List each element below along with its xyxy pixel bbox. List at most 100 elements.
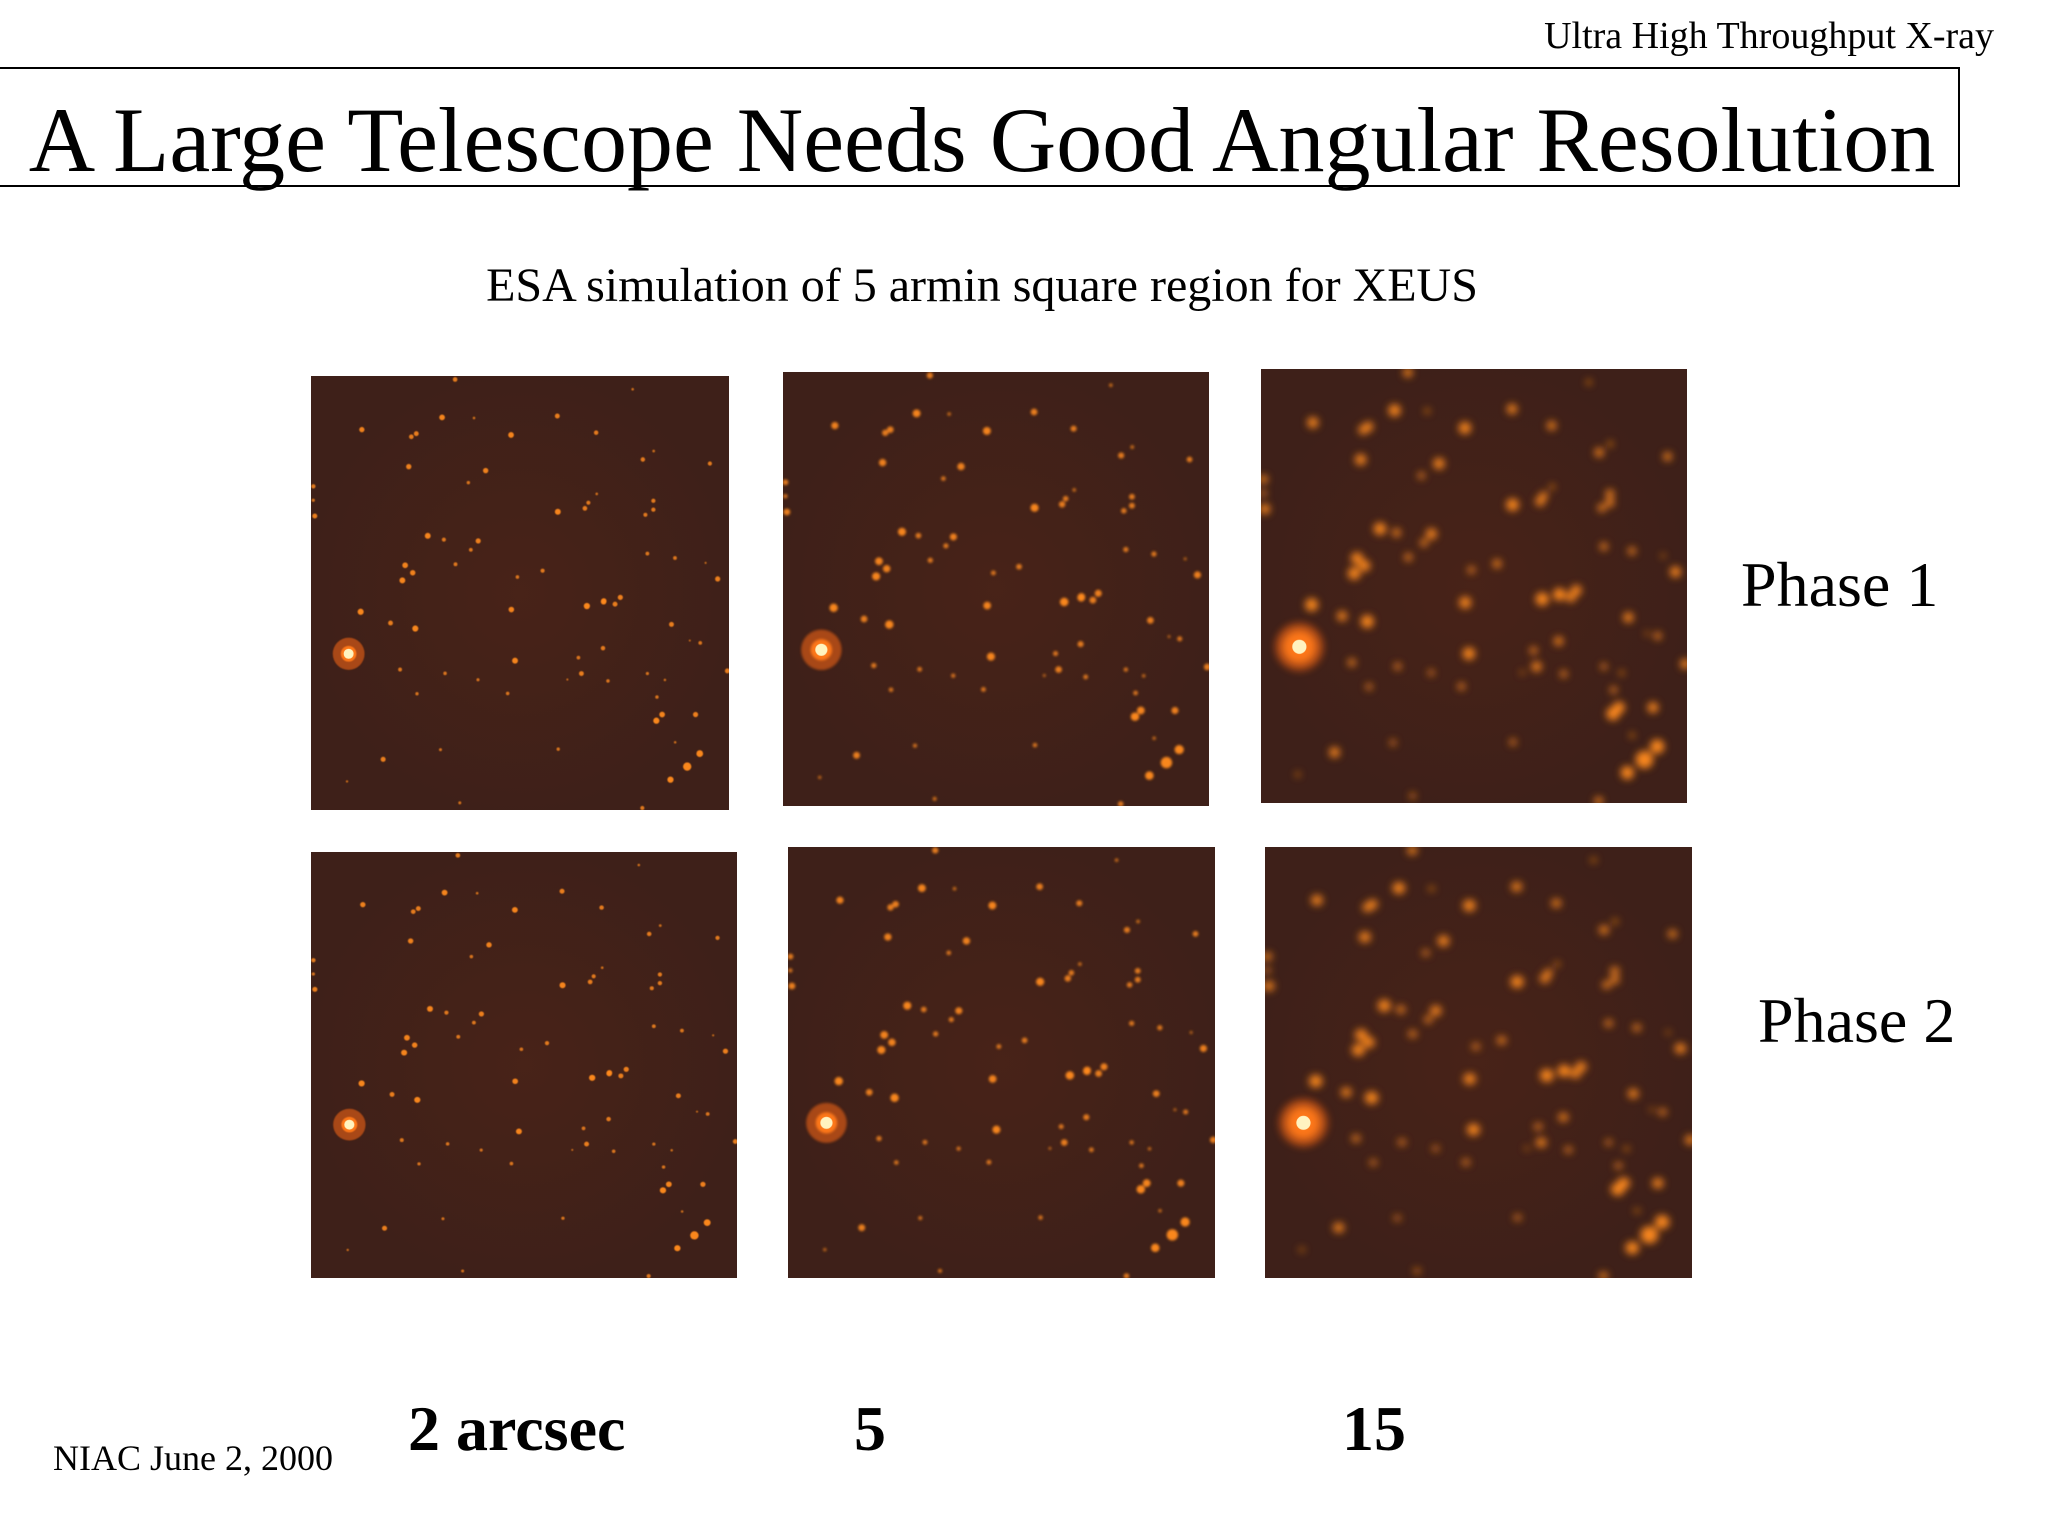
- x-ray-source: [917, 666, 923, 672]
- x-ray-source: [438, 748, 443, 752]
- x-ray-source: [823, 1247, 827, 1252]
- x-ray-source: [1062, 495, 1069, 502]
- x-ray-source: [1192, 931, 1199, 937]
- x-ray-source: [1463, 899, 1476, 912]
- x-ray-source: [1333, 1222, 1345, 1233]
- x-ray-source: [788, 968, 793, 973]
- x-ray-source: [680, 1210, 684, 1213]
- x-ray-source: [1173, 1108, 1177, 1112]
- x-ray-source: [1134, 968, 1141, 974]
- x-ray-source: [452, 377, 458, 382]
- x-ray-source: [724, 668, 729, 674]
- x-ray-source: [357, 608, 364, 615]
- x-ray-source: [1157, 1025, 1163, 1031]
- x-ray-source: [515, 575, 520, 579]
- x-ray-source: [980, 686, 986, 692]
- x-ray-source: [566, 678, 569, 681]
- x-ray-source: [948, 1017, 954, 1023]
- x-ray-source: [1048, 1146, 1052, 1150]
- x-ray-source: [458, 801, 462, 805]
- x-ray-source: [1409, 792, 1416, 800]
- x-ray-source: [1524, 1146, 1530, 1151]
- x-ray-source: [1599, 1271, 1608, 1278]
- x-ray-source: [312, 513, 318, 519]
- x-ray-source: [617, 594, 623, 600]
- x-ray-source: [1558, 1112, 1569, 1122]
- x-ray-source: [402, 562, 408, 569]
- x-ray-source: [690, 1231, 699, 1240]
- bright-source-core: [815, 643, 828, 656]
- x-ray-source: [1038, 1215, 1043, 1220]
- x-ray-source: [646, 931, 652, 937]
- x-ray-source: [1145, 771, 1154, 780]
- x-ray-source: [663, 678, 667, 682]
- x-ray-source: [401, 1049, 408, 1056]
- star-field: [788, 847, 1215, 1278]
- x-ray-source: [1653, 631, 1662, 640]
- x-ray-source: [475, 538, 481, 544]
- x-ray-source: [1150, 1243, 1160, 1253]
- x-ray-source: [982, 427, 991, 435]
- x-ray-source: [1497, 1035, 1507, 1045]
- x-ray-source: [1265, 952, 1273, 962]
- x-ray-source: [1152, 1090, 1160, 1098]
- x-ray-source: [1136, 919, 1140, 924]
- x-ray-source: [1398, 1138, 1406, 1147]
- x-ray-source: [468, 547, 473, 552]
- x-ray-source: [1089, 596, 1097, 604]
- x-ray-source: [673, 740, 677, 744]
- x-ray-source: [1586, 379, 1592, 385]
- x-ray-source: [1458, 421, 1472, 435]
- x-ray-source: [1160, 756, 1173, 769]
- x-ray-source: [1492, 559, 1502, 569]
- phase-label-2: Phase 2: [1758, 985, 1956, 1056]
- x-ray-source: [1462, 1158, 1470, 1167]
- x-ray-source: [1604, 1019, 1613, 1028]
- x-ray-source: [1341, 1087, 1352, 1098]
- x-ray-source: [439, 414, 445, 421]
- header-text: Ultra High Throughput X-ray: [1544, 15, 1994, 57]
- x-ray-source: [556, 747, 560, 751]
- x-ray-source: [952, 886, 957, 891]
- x-ray-source: [1265, 966, 1271, 974]
- x-ray-source: [1058, 1124, 1064, 1130]
- x-ray-source: [645, 671, 650, 676]
- x-ray-source: [652, 449, 656, 453]
- x-ray-source: [399, 1138, 404, 1143]
- x-ray-source: [478, 1011, 485, 1017]
- x-ray-source: [920, 1006, 927, 1013]
- x-ray-source: [519, 1047, 524, 1052]
- x-ray-source: [688, 639, 691, 642]
- x-ray-source: [311, 498, 315, 502]
- x-ray-source: [884, 933, 892, 941]
- x-ray-source: [732, 1139, 737, 1144]
- x-ray-source: [1065, 1071, 1075, 1080]
- x-ray-source: [571, 1148, 574, 1151]
- x-ray-source: [1509, 738, 1517, 746]
- x-ray-source: [932, 847, 939, 854]
- star-field: [783, 372, 1209, 806]
- x-ray-source: [599, 905, 604, 910]
- x-ray-source: [1058, 501, 1066, 508]
- x-ray-source: [1430, 1005, 1442, 1017]
- x-ray-source: [1557, 1065, 1571, 1078]
- x-ray-source: [1680, 658, 1687, 670]
- x-ray-source: [649, 986, 654, 991]
- x-ray-source: [1419, 538, 1428, 547]
- x-ray-source: [698, 640, 703, 645]
- x-ray-source: [1402, 369, 1413, 378]
- x-ray-source: [1141, 674, 1146, 678]
- x-ray-source: [875, 557, 883, 566]
- x-ray-source: [674, 1245, 681, 1252]
- x-ray-source: [1607, 441, 1614, 447]
- x-ray-source: [404, 1034, 410, 1041]
- x-ray-source: [581, 1126, 586, 1131]
- x-ray-source: [946, 950, 952, 956]
- x-ray-source: [358, 1080, 365, 1087]
- x-ray-source: [1036, 977, 1045, 986]
- x-ray-source: [1546, 420, 1557, 431]
- x-ray-source: [1627, 1088, 1639, 1099]
- x-ray-source: [1393, 662, 1402, 671]
- x-ray-source: [1594, 796, 1604, 803]
- x-ray-source: [922, 1139, 928, 1145]
